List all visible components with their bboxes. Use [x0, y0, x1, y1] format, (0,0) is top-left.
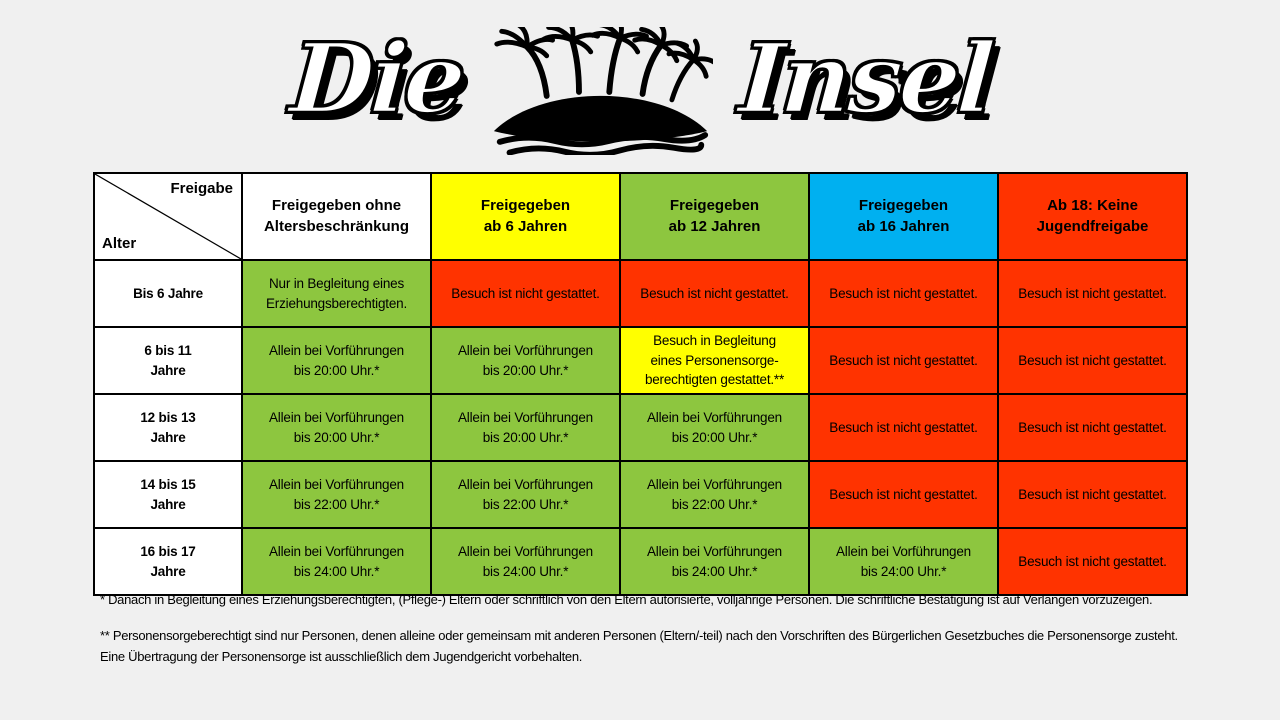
- column-header-ab-16: Freigegeben ab 16 Jahren: [808, 172, 999, 261]
- column-header-ab-6: Freigegeben ab 6 Jahren: [430, 172, 621, 261]
- table-cell: Besuch ist nicht gestattet.: [997, 259, 1188, 328]
- table-row: 12 bis 13 Jahre Allein bei Vorführungen …: [93, 393, 1188, 462]
- logo-text-die: Die: [285, 21, 467, 137]
- footnote-asterisk: * Danach in Begleitung eines Erziehungsb…: [100, 592, 1153, 607]
- logo: Die: [0, 18, 1280, 158]
- table-cell: Besuch in Begleitung eines Personensorge…: [619, 326, 810, 395]
- diagonal-divider: [95, 174, 241, 259]
- table-cell: Allein bei Vorführungen bis 20:00 Uhr.*: [241, 393, 432, 462]
- table-cell: Nur in Begleitung eines Erziehungsberech…: [241, 259, 432, 328]
- table-cell: Allein bei Vorführungen bis 22:00 Uhr.*: [619, 460, 810, 529]
- corner-cell-freigabe-alter: Freigabe Alter: [93, 172, 243, 261]
- corner-label-freigabe: Freigabe: [170, 180, 233, 197]
- table-cell: Besuch ist nicht gestattet.: [808, 460, 999, 529]
- footnote-double-asterisk: ** Personensorgeberechtigt sind nur Pers…: [100, 627, 1178, 664]
- table-cell: Besuch ist nicht gestattet.: [997, 460, 1188, 529]
- table-cell: Besuch ist nicht gestattet.: [430, 259, 621, 328]
- age-rating-table: Freigabe Alter Freigegeben ohne Altersbe…: [93, 172, 1188, 596]
- table-cell: Besuch ist nicht gestattet.: [997, 527, 1188, 596]
- table-cell: Allein bei Vorführungen bis 20:00 Uhr.*: [430, 326, 621, 395]
- row-label-16-17: 16 bis 17 Jahre: [93, 527, 243, 596]
- row-label-bis-6: Bis 6 Jahre: [93, 259, 243, 328]
- table-cell: Allein bei Vorführungen bis 20:00 Uhr.*: [619, 393, 810, 462]
- table-cell: Allein bei Vorführungen bis 20:00 Uhr.*: [430, 393, 621, 462]
- logo-text-insel: Insel: [734, 21, 996, 137]
- table-row: Bis 6 Jahre Nur in Begleitung eines Erzi…: [93, 259, 1188, 328]
- table-cell: Besuch ist nicht gestattet.: [808, 259, 999, 328]
- table-cell: Allein bei Vorführungen bis 20:00 Uhr.*: [241, 326, 432, 395]
- row-label-14-15: 14 bis 15 Jahre: [93, 460, 243, 529]
- table-row: 16 bis 17 Jahre Allein bei Vorführungen …: [93, 527, 1188, 596]
- table-cell: Besuch ist nicht gestattet.: [808, 393, 999, 462]
- table-cell: Allein bei Vorführungen bis 22:00 Uhr.*: [430, 460, 621, 529]
- row-label-12-13: 12 bis 13 Jahre: [93, 393, 243, 462]
- table-cell: Allein bei Vorführungen bis 24:00 Uhr.*: [241, 527, 432, 596]
- table-cell: Allein bei Vorführungen bis 24:00 Uhr.*: [808, 527, 999, 596]
- column-header-ab-18: Ab 18: Keine Jugendfreigabe: [997, 172, 1188, 261]
- table-cell: Allein bei Vorführungen bis 22:00 Uhr.*: [241, 460, 432, 529]
- footnotes: * Danach in Begleitung eines Erziehungsb…: [100, 590, 1185, 682]
- table-cell: Besuch ist nicht gestattet.: [997, 326, 1188, 395]
- table-row: 14 bis 15 Jahre Allein bei Vorführungen …: [93, 460, 1188, 529]
- palm-island-icon: [493, 27, 713, 155]
- table-cell: Besuch ist nicht gestattet.: [997, 393, 1188, 462]
- column-header-ab-12: Freigegeben ab 12 Jahren: [619, 172, 810, 261]
- column-header-ohne-altersbeschraenkung: Freigegeben ohne Altersbeschränkung: [241, 172, 432, 261]
- table-cell: Besuch ist nicht gestattet.: [619, 259, 810, 328]
- table-row: 6 bis 11 Jahre Allein bei Vorführungen b…: [93, 326, 1188, 395]
- table-cell: Allein bei Vorführungen bis 24:00 Uhr.*: [619, 527, 810, 596]
- table-cell: Besuch ist nicht gestattet.: [808, 326, 999, 395]
- table-cell: Allein bei Vorführungen bis 24:00 Uhr.*: [430, 527, 621, 596]
- corner-label-alter: Alter: [102, 234, 137, 252]
- header-row: Freigabe Alter Freigegeben ohne Altersbe…: [93, 172, 1188, 261]
- row-label-6-11: 6 bis 11 Jahre: [93, 326, 243, 395]
